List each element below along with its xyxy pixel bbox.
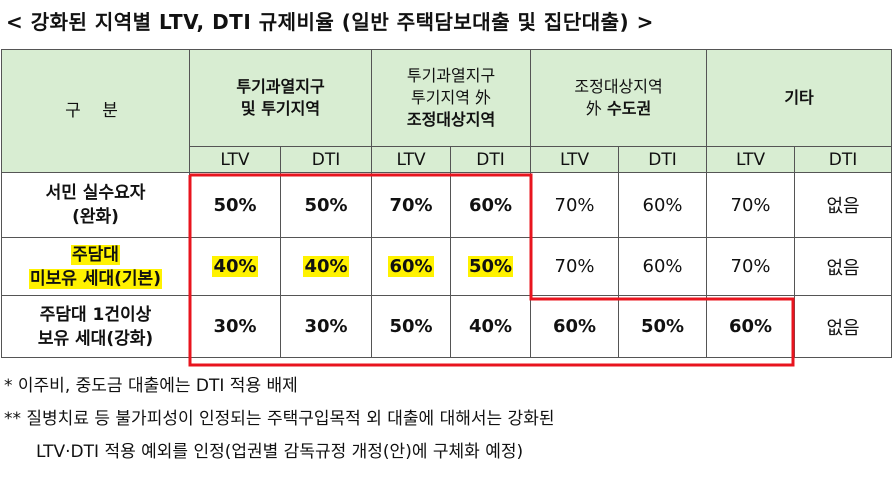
table-row: 주담대 미보유 세대(기본) 40% 40% 60% 50% 70% 60% 7… — [1, 237, 893, 296]
header-col2-line2: 투기지역 外 — [411, 88, 491, 107]
cell-value: 70% — [706, 237, 796, 296]
cell-value: 50% — [279, 172, 373, 238]
cell-value: 50% — [371, 295, 452, 358]
header-speculative-overheated: 투기과열지구 및 투기지역 — [188, 49, 373, 147]
subheader-dti: DTI — [618, 146, 708, 173]
regulation-table: 구 분 투기과열지구 및 투기지역 투기과열지구 투기지역 外 조정대상지역 조… — [1, 49, 893, 358]
subheader-dti: DTI — [450, 146, 532, 173]
subheader-ltv: LTV — [189, 146, 281, 173]
cell-value: 60% — [618, 237, 708, 296]
header-col2-line3: 조정대상지역 — [406, 110, 496, 129]
cell-value: 70% — [706, 172, 796, 238]
header-col4: 기타 — [784, 88, 814, 107]
footnote-2: ** 질병치료 등 불가피성이 인정되는 주택구입목적 외 대출에 대해서는 강… — [4, 409, 555, 429]
cell-value: 40% — [189, 237, 281, 296]
row-label-low-income: 서민 실수요자 (완화) — [1, 172, 190, 238]
cell-value: 없음 — [794, 237, 893, 296]
cell-value: 70% — [371, 172, 452, 238]
row-label-has-mortgage: 주담대 1건이상 보유 세대(강화) — [1, 295, 190, 358]
header-col3-line2: 外 수도권 — [585, 99, 652, 118]
header-col1-line2: 및 투기지역 — [240, 99, 321, 118]
subheader-dti: DTI — [794, 146, 893, 173]
subheader-ltv: LTV — [371, 146, 452, 173]
table-row: 주담대 1건이상 보유 세대(강화) 30% 30% 50% 40% 60% 5… — [1, 295, 893, 358]
header-col3-line1: 조정대상지역 — [574, 77, 663, 96]
table-row: 서민 실수요자 (완화) 50% 50% 70% 60% 70% 60% 70%… — [1, 172, 893, 238]
cell-value: 60% — [618, 172, 708, 238]
cell-value: 70% — [530, 237, 620, 296]
cell-value: 60% — [530, 295, 620, 358]
header-capital-area: 조정대상지역 外 수도권 — [530, 49, 708, 147]
cell-value: 50% — [450, 237, 532, 296]
subheader-dti: DTI — [279, 146, 373, 173]
cell-value: 30% — [279, 295, 373, 358]
cell-value: 60% — [706, 295, 796, 358]
subheader-ltv: LTV — [530, 146, 620, 173]
cell-value: 40% — [450, 295, 532, 358]
cell-value: 30% — [189, 295, 281, 358]
table-title: < 강화된 지역별 LTV, DTI 규제비율 (일반 주택담보대출 및 집단대… — [6, 10, 654, 34]
cell-value: 60% — [371, 237, 452, 296]
footnote-1: * 이주비, 중도금 대출에는 DTI 적용 배제 — [4, 376, 298, 396]
header-other: 기타 — [706, 49, 893, 147]
cell-value: 없음 — [794, 295, 893, 358]
cell-value: 50% — [618, 295, 708, 358]
subheader-ltv: LTV — [706, 146, 796, 173]
cell-value: 50% — [189, 172, 281, 238]
header-gubun: 구 분 — [1, 49, 190, 173]
header-adjusted-area: 투기과열지구 투기지역 外 조정대상지역 — [371, 49, 532, 147]
header-col1-line1: 투기과열지구 — [236, 77, 325, 96]
cell-value: 40% — [279, 237, 373, 296]
row-label-no-mortgage: 주담대 미보유 세대(기본) — [1, 237, 190, 296]
cell-value: 없음 — [794, 172, 893, 238]
header-col2-line1: 투기과열지구 — [406, 66, 496, 85]
cell-value: 60% — [450, 172, 532, 238]
cell-value: 70% — [530, 172, 620, 238]
footnote-2-cont: LTV·DTI 적용 예외를 인정(업권별 감독규정 개정(안)에 구체화 예정… — [36, 442, 524, 462]
footnotes: * 이주비, 중도금 대출에는 DTI 적용 배제 ** 질병치료 등 불가피성… — [4, 370, 889, 469]
